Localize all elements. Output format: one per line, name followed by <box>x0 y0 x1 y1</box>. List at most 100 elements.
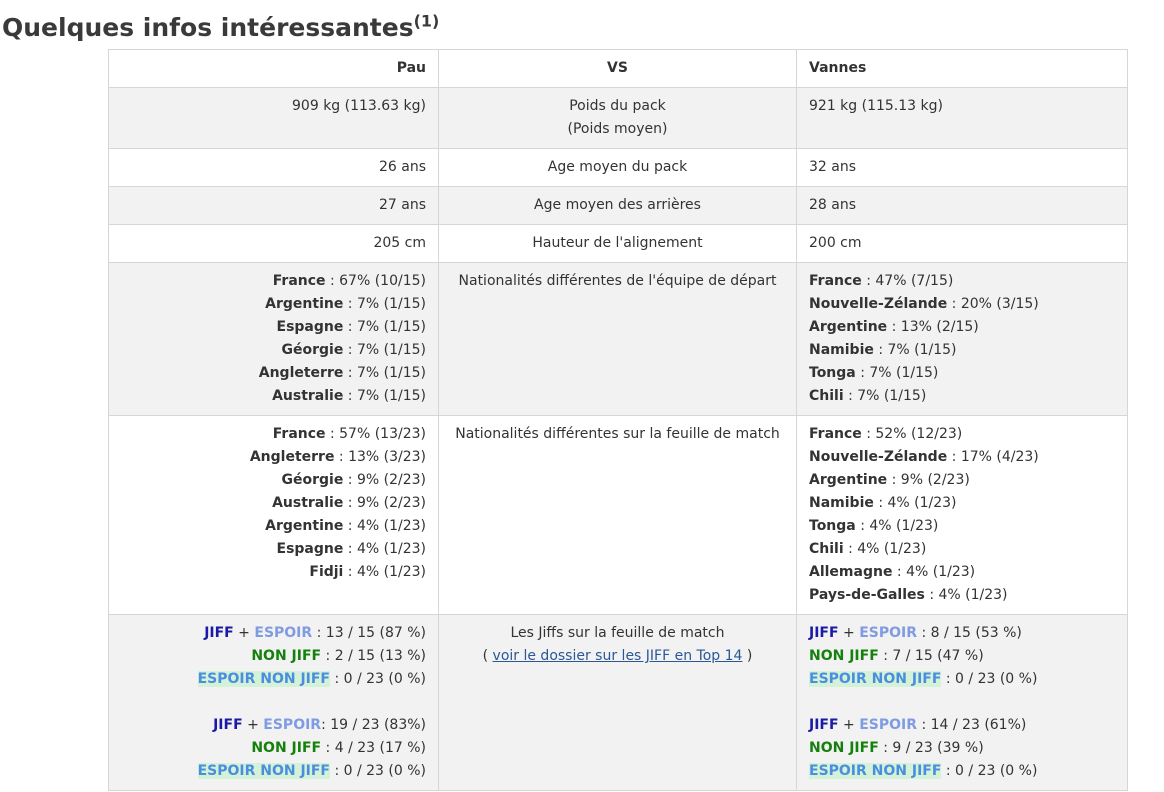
jiff-value: : 9 / 23 (39 %) <box>878 740 984 756</box>
nationality-value: : 67% (10/15) <box>325 273 426 289</box>
link-close-paren: ) <box>742 648 753 664</box>
espoir-term: ESPOIR <box>859 625 917 641</box>
nationality-value: : 9% (2/23) <box>887 472 970 488</box>
jiff-value: : 4 / 23 (17 %) <box>321 740 426 756</box>
nationality-country: Angleterre <box>249 449 335 465</box>
jiff-value: : 14 / 23 (61%) <box>917 717 1027 733</box>
nationality-value: : 47% (7/15) <box>861 273 954 289</box>
nationality-value: : 4% (1/23) <box>343 518 426 534</box>
non-jiff-line: NON JIFF : 4 / 23 (17 %) <box>121 737 426 760</box>
nationality-value: : 13% (2/15) <box>887 319 979 335</box>
nationality-item: Angleterre : 7% (1/15) <box>121 362 426 385</box>
row-age-arrieres: 27 ans Age moyen des arrières 28 ans <box>108 186 1128 225</box>
nationality-value: : 4% (1/23) <box>343 541 426 557</box>
spacer <box>809 691 1115 714</box>
page-title-text: Quelques infos intéressantes <box>2 13 414 42</box>
nationality-item: Géorgie : 7% (1/15) <box>121 339 426 362</box>
espoir-term: ESPOIR <box>263 717 322 733</box>
nationality-value: : 17% (4/23) <box>947 449 1039 465</box>
nationality-item: Pays-de-Galles : 4% (1/23) <box>809 584 1115 607</box>
link-open-paren: ( <box>482 648 493 664</box>
jiff-term: JIFF <box>204 625 234 641</box>
nationality-value: : 4% (1/23) <box>855 518 939 534</box>
jiff-dossier-link[interactable]: voir le dossier sur les JIFF en Top 14 <box>492 648 743 664</box>
row-jiff: JIFF + ESPOIR : 13 / 15 (87 %) NON JIFF … <box>108 614 1128 791</box>
nationality-value: : 4% (1/23) <box>843 541 927 557</box>
nationality-value: : 4% (1/23) <box>924 587 1008 603</box>
nationality-country: Tonga <box>809 518 856 534</box>
pau-hauteur: 205 cm <box>108 224 439 263</box>
nationality-item: Argentine : 7% (1/15) <box>121 293 426 316</box>
non-jiff-term: NON JIFF <box>809 648 879 664</box>
jiff-term: JIFF <box>809 717 839 733</box>
label-poids-line1: Poids du pack <box>569 98 666 114</box>
nationality-country: Tonga <box>809 365 856 381</box>
nationality-value: : 7% (1/15) <box>855 365 939 381</box>
vannes-hauteur: 200 cm <box>796 224 1128 263</box>
espoir-non-jiff-term: ESPOIR NON JIFF <box>809 763 942 779</box>
nationality-item: Allemagne : 4% (1/23) <box>809 561 1115 584</box>
vannes-jiff: JIFF + ESPOIR : 8 / 15 (53 %) NON JIFF :… <box>796 614 1128 791</box>
non-jiff-term: NON JIFF <box>251 740 322 756</box>
row-nationalites-depart: France : 67% (10/15) Argentine : 7% (1/1… <box>108 262 1128 416</box>
nationality-item: France : 47% (7/15) <box>809 270 1115 293</box>
vannes-nationalites-depart: France : 47% (7/15) Nouvelle-Zélande : 2… <box>796 262 1128 416</box>
espoir-non-jiff-line: ESPOIR NON JIFF : 0 / 23 (0 %) <box>809 760 1115 783</box>
spacer <box>121 691 426 714</box>
espoir-non-jiff-line: ESPOIR NON JIFF : 0 / 23 (0 %) <box>121 760 426 783</box>
nationality-value: : 7% (1/15) <box>873 342 957 358</box>
label-nationalites-depart: Nationalités différentes de l'équipe de … <box>438 262 797 416</box>
nationality-country: Pays-de-Galles <box>809 587 925 603</box>
label-nationalites-feuille: Nationalités différentes sur la feuille … <box>438 415 797 615</box>
nationality-item: Chili : 4% (1/23) <box>809 538 1115 561</box>
jiff-value: : 19 / 23 (83%) <box>321 717 426 733</box>
nationality-item: Espagne : 7% (1/15) <box>121 316 427 339</box>
pau-age-pack: 26 ans <box>108 148 439 187</box>
non-jiff-line: NON JIFF : 2 / 15 (13 %) <box>121 645 426 668</box>
nationality-value: : 7% (1/15) <box>343 319 426 335</box>
header-vs: VS <box>438 49 797 88</box>
nationality-item: Argentine : 4% (1/23) <box>121 515 426 538</box>
jiff-value: : 0 / 23 (0 %) <box>941 763 1038 779</box>
jiff-espoir-line: JIFF + ESPOIR : 14 / 23 (61%) <box>809 714 1115 737</box>
nationality-country: Chili <box>809 388 844 404</box>
nationality-value: : 7% (1/15) <box>343 365 426 381</box>
nationality-country: Espagne <box>276 541 344 557</box>
espoir-non-jiff-term: ESPOIR NON JIFF <box>197 763 330 779</box>
pau-jiff: JIFF + ESPOIR : 13 / 15 (87 %) NON JIFF … <box>108 614 439 791</box>
nationality-country: France <box>272 273 326 289</box>
non-jiff-line: NON JIFF : 7 / 15 (47 %) <box>809 645 1115 668</box>
nationality-item: Australie : 9% (2/23) <box>121 492 426 515</box>
nationality-country: Angleterre <box>258 365 344 381</box>
nationality-value: : 57% (13/23) <box>325 426 426 442</box>
nationality-item: France : 52% (12/23) <box>809 423 1115 446</box>
jiff-value: : 0 / 23 (0 %) <box>330 671 426 687</box>
row-age-pack: 26 ans Age moyen du pack 32 ans <box>108 148 1128 187</box>
nationality-value: : 7% (1/15) <box>343 388 426 404</box>
label-hauteur: Hauteur de l'alignement <box>438 224 797 263</box>
nationality-country: Fidji <box>309 564 344 580</box>
label-poids: Poids du pack (Poids moyen) <box>438 87 797 149</box>
nationality-item: Nouvelle-Zélande : 20% (3/15) <box>809 293 1115 316</box>
nationality-item: France : 57% (13/23) <box>121 423 426 446</box>
jiff-espoir-line: JIFF + ESPOIR: 19 / 23 (83%) <box>121 714 426 737</box>
plus-term: + <box>233 625 255 641</box>
nationality-country: Australie <box>272 495 344 511</box>
nationality-country: Espagne <box>276 319 344 335</box>
plus-term: + <box>838 625 860 641</box>
nationality-country: Géorgie <box>281 342 344 358</box>
non-jiff-term: NON JIFF <box>251 648 322 664</box>
vannes-age-arrieres: 28 ans <box>796 186 1128 225</box>
plus-term: + <box>242 717 264 733</box>
label-jiff-text: Les Jiffs sur la feuille de match <box>510 625 725 641</box>
nationality-item: Namibie : 4% (1/23) <box>809 492 1115 515</box>
pau-age-arrieres: 27 ans <box>108 186 439 225</box>
jiff-value: : 7 / 15 (47 %) <box>878 648 984 664</box>
nationality-country: Argentine <box>265 518 344 534</box>
nationality-country: France <box>272 426 326 442</box>
nationality-item: Tonga : 4% (1/23) <box>809 515 1115 538</box>
label-age-pack: Age moyen du pack <box>438 148 797 187</box>
nationality-item: Argentine : 9% (2/23) <box>809 469 1115 492</box>
nationality-value: : 7% (1/15) <box>843 388 927 404</box>
nationality-value: : 4% (1/23) <box>343 564 426 580</box>
